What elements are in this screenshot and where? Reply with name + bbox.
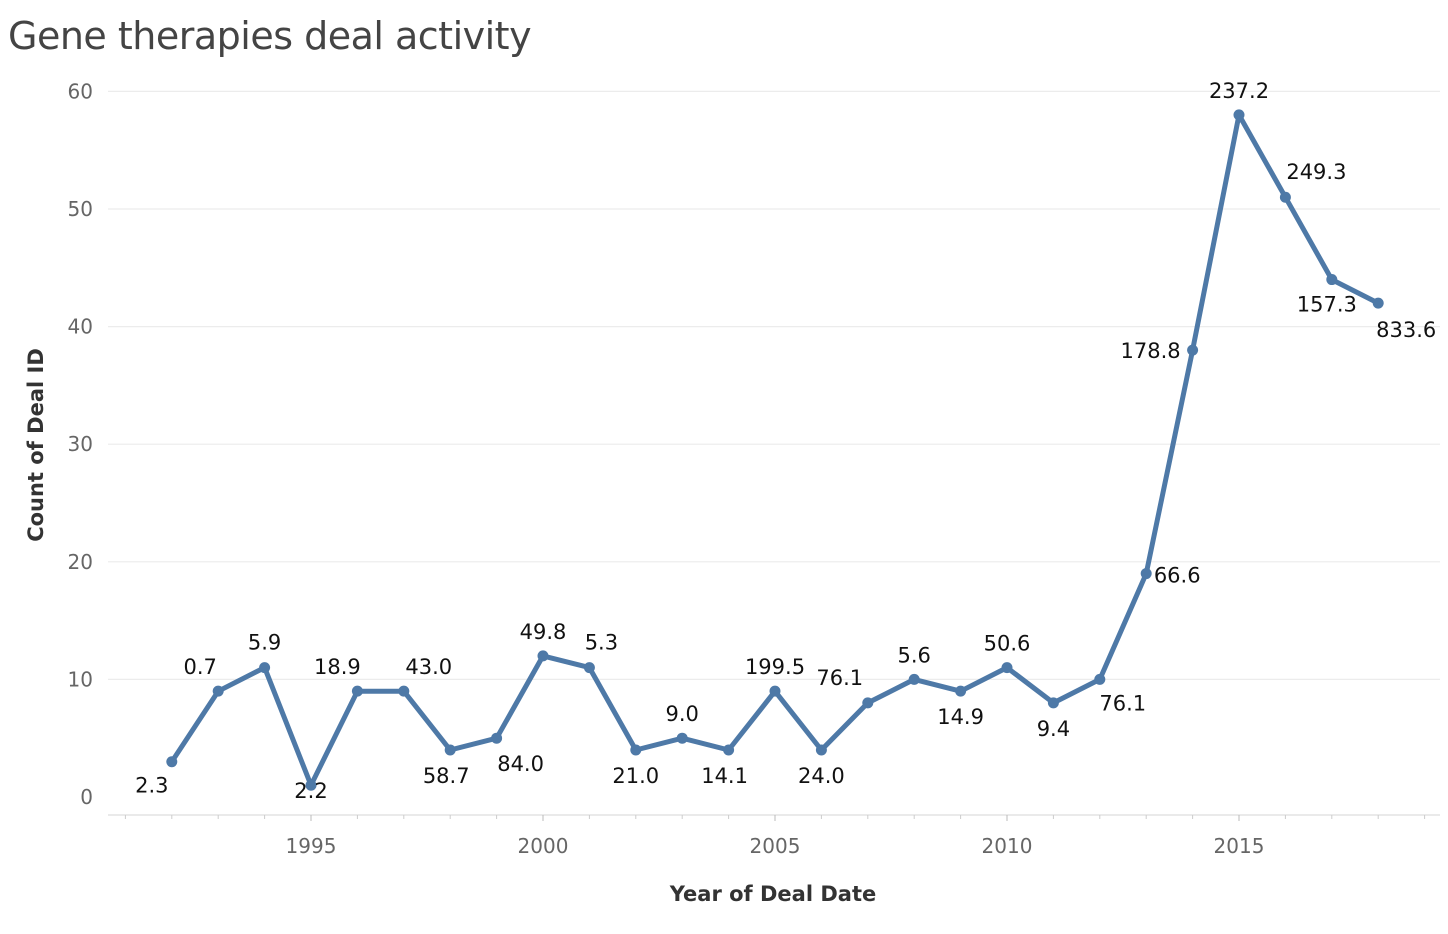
data-point [1094, 673, 1106, 685]
data-label: 58.7 [423, 764, 470, 788]
data-point [1233, 109, 1245, 121]
y-tick-label: 40 [68, 315, 93, 339]
data-point [1279, 191, 1291, 203]
data-point [769, 685, 781, 697]
data-point [630, 744, 642, 756]
series [166, 109, 1384, 791]
data-label: 18.9 [314, 655, 361, 679]
series-line [169, 112, 1381, 788]
data-point [444, 744, 456, 756]
data-label: 5.9 [248, 631, 281, 655]
data-label: 50.6 [984, 632, 1031, 656]
data-labels: 2.3 0.7 5.9 2.2 18.9 43.0 58.7 84.0 49.8 5.3 21.0 9… [135, 79, 1436, 803]
data-point [398, 685, 410, 697]
y-tick-label: 0 [80, 785, 93, 809]
data-point [815, 744, 827, 756]
data-point [166, 756, 178, 768]
data-point [491, 732, 503, 744]
x-tick-label: 2000 [518, 834, 569, 858]
data-label: 9.0 [665, 702, 698, 726]
data-label: 49.8 [520, 620, 567, 644]
data-point [676, 732, 688, 744]
y-tick-label: 10 [68, 667, 93, 691]
x-tick-label: 2005 [750, 834, 801, 858]
data-label: 24.0 [798, 764, 845, 788]
data-label: 833.6 [1376, 318, 1436, 342]
data-point [537, 650, 549, 662]
data-point [1001, 662, 1013, 674]
data-point [862, 697, 874, 709]
data-point [1187, 344, 1199, 356]
data-point [1372, 297, 1384, 309]
data-label: 5.6 [897, 643, 930, 667]
data-label: 43.0 [405, 655, 452, 679]
x-axis-title: Year of Deal Date [669, 882, 876, 906]
data-label: 199.5 [745, 655, 805, 679]
data-label: 178.8 [1121, 339, 1181, 363]
data-point [908, 673, 920, 685]
data-point [212, 685, 224, 697]
data-label: 9.4 [1037, 717, 1070, 741]
data-point [305, 779, 317, 791]
y-tick-label: 30 [68, 432, 93, 456]
data-point [583, 662, 595, 674]
data-label: 76.1 [816, 666, 863, 690]
data-point [955, 685, 967, 697]
data-point [259, 662, 271, 674]
data-point [1140, 568, 1152, 580]
gridlines [108, 90, 1440, 681]
data-label: 249.3 [1286, 160, 1346, 184]
axes: 0 10 20 30 40 50 60 1995 2000 2005 2010 2015 [68, 79, 1440, 858]
data-label: 14.1 [701, 764, 748, 788]
y-tick-label: 50 [68, 197, 93, 221]
data-point [1047, 697, 1059, 709]
data-label: 2.3 [135, 774, 168, 798]
data-label: 5.3 [585, 631, 618, 655]
x-tick-label: 2010 [982, 834, 1033, 858]
data-point [351, 685, 363, 697]
x-tick-label: 1995 [286, 834, 337, 858]
data-label: 84.0 [497, 752, 544, 776]
data-point [723, 744, 735, 756]
data-label: 0.7 [183, 655, 216, 679]
y-tick-label: 60 [68, 79, 93, 103]
data-label: 14.9 [937, 705, 984, 729]
data-label: 21.0 [612, 764, 659, 788]
data-label: 66.6 [1154, 564, 1201, 588]
x-tick-label: 2015 [1214, 834, 1265, 858]
y-tick-label: 20 [68, 550, 93, 574]
data-label: 237.2 [1209, 79, 1269, 103]
chart-title: Gene therapies deal activity [8, 14, 532, 58]
data-label: 157.3 [1297, 293, 1357, 317]
data-label: 76.1 [1099, 691, 1146, 715]
data-point [1326, 274, 1338, 286]
data-label: 2.2 [294, 779, 327, 803]
y-axis-title: Count of Deal ID [24, 348, 48, 542]
